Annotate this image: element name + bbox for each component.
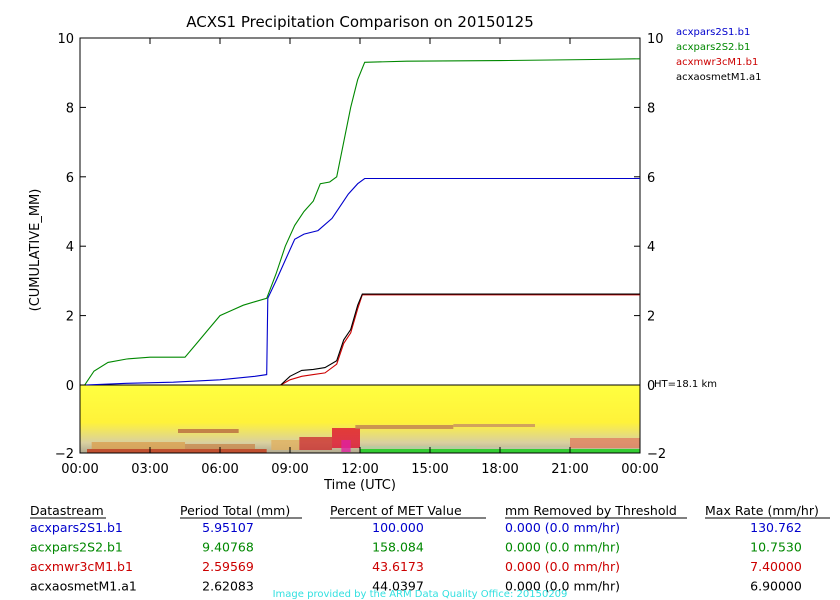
legend-entry: acxpars2S1.b1 xyxy=(676,27,750,38)
table-header: Max Rate (mm/hr) xyxy=(705,503,819,518)
radar-echo xyxy=(570,438,640,448)
y-tick-label: 10 xyxy=(57,32,74,47)
series-line-4 xyxy=(280,293,640,386)
table-cell: acxpars2S1.b1 xyxy=(30,520,123,535)
radar-echo xyxy=(178,429,239,433)
y-tick-label-right: 6 xyxy=(647,171,655,186)
x-tick-label: 00:00 xyxy=(61,462,98,477)
table-cell: 100.000 xyxy=(372,520,424,535)
x-tick-label: 18:00 xyxy=(481,462,518,477)
y-axis-ticks: 0 0 2 2 4 4 6 6 8 8 10 10 −2 −2 xyxy=(55,32,666,462)
radar-tick-label-right: −2 xyxy=(647,447,666,462)
table-header: Datastream xyxy=(30,503,104,518)
table-cell: 158.084 xyxy=(372,540,424,555)
radar-tick-label: −2 xyxy=(55,447,74,462)
x-axis-ticks: 00:00 03:00 06:00 09:00 12:00 15:00 18:00 21:00… xyxy=(61,38,659,477)
chart-title: ACXS1 Precipitation Comparison on 201501… xyxy=(186,13,533,31)
x-tick-label: 06:00 xyxy=(201,462,238,477)
legend-entry: acxpars2S2.b1 xyxy=(676,42,750,53)
series-line-2 xyxy=(84,58,641,386)
y-tick-label: 2 xyxy=(66,310,74,325)
y-axis-label: (CUMULATIVE_MM) xyxy=(28,189,43,312)
y-tick-label: 8 xyxy=(66,101,74,116)
y-tick-label: 6 xyxy=(66,171,74,186)
radar-echo xyxy=(453,424,535,427)
x-tick-label: 03:00 xyxy=(131,462,168,477)
table-cell: 7.40000 xyxy=(750,559,802,574)
table-cell: acxaosmetM1.a1 xyxy=(30,579,137,594)
series-lines xyxy=(84,58,641,386)
table-cell: 0.000 (0.0 mm/hr) xyxy=(505,579,620,594)
legend-entry: acxmwr3cM1.b1 xyxy=(676,57,758,68)
table-cell: 2.62083 xyxy=(202,579,254,594)
radar-surface-band xyxy=(87,449,267,453)
table-header: Period Total (mm) xyxy=(180,503,290,518)
table-cell: 0.000 (0.0 mm/hr) xyxy=(505,540,620,555)
x-tick-label: 15:00 xyxy=(411,462,448,477)
legend-entry: acxaosmetM1.a1 xyxy=(676,72,761,83)
y-tick-label: 0 xyxy=(66,379,74,394)
x-tick-label: 21:00 xyxy=(551,462,588,477)
y-tick-label: 4 xyxy=(66,240,74,255)
y-tick-label-right: 4 xyxy=(647,240,655,255)
table-cell: 2.59569 xyxy=(202,559,254,574)
x-tick-label: 00:00 xyxy=(621,462,658,477)
x-tick-label: 12:00 xyxy=(341,462,378,477)
radar-echo xyxy=(91,442,185,453)
credit-text: Image provided by the ARM Data Quality O… xyxy=(273,589,568,600)
radar-echo xyxy=(341,440,351,452)
x-axis-label: Time (UTC) xyxy=(323,478,396,493)
table-cell: acxmwr3cM1.b1 xyxy=(30,559,133,574)
y-tick-label-right: 2 xyxy=(647,310,655,325)
radar-echo xyxy=(271,440,300,450)
radar-echo xyxy=(299,437,332,450)
series-line-1 xyxy=(84,177,640,386)
table-cell: 0.000 (0.0 mm/hr) xyxy=(505,559,620,574)
stats-table: Datastream Period Total (mm) Percent of ME… xyxy=(30,503,830,594)
table-header: mm Removed by Threshold xyxy=(505,503,677,518)
y-tick-label-right: 0 xyxy=(647,379,655,394)
y-tick-label-right: 8 xyxy=(647,101,655,116)
radar-echo xyxy=(332,428,360,448)
series-line-3 xyxy=(280,294,640,386)
table-cell: 9.40768 xyxy=(202,540,254,555)
table-cell: 5.95107 xyxy=(202,520,254,535)
y-tick-label-right: 10 xyxy=(647,32,664,47)
radar-echo xyxy=(355,425,454,429)
table-cell: 43.6173 xyxy=(372,559,424,574)
table-cell: 6.90000 xyxy=(750,579,802,594)
table-cell: acxpars2S2.b1 xyxy=(30,540,123,555)
x-tick-label: 09:00 xyxy=(271,462,308,477)
table-cell: 0.000 (0.0 mm/hr) xyxy=(505,520,620,535)
radar-height-label: HT=18.1 km xyxy=(654,379,717,390)
legend: acxpars2S1.b1 acxpars2S2.b1 acxmwr3cM1.b1 a… xyxy=(676,27,761,83)
table-cell: 44.0397 xyxy=(372,579,424,594)
table-header: Percent of MET Value xyxy=(330,503,462,518)
table-cell: 130.762 xyxy=(750,520,802,535)
table-cell: 10.7530 xyxy=(750,540,802,555)
